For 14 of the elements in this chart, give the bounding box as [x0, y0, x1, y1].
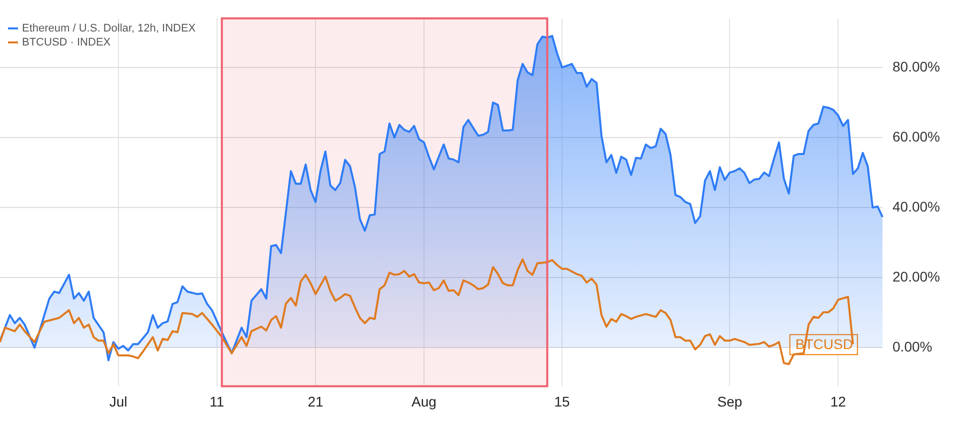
legend-label: Ethereum / U.S. Dollar, 12h, INDEX: [22, 22, 196, 34]
x-tick-label: Aug: [412, 393, 436, 410]
x-tick-label: 12: [830, 393, 846, 410]
x-tick-label: Jul: [109, 393, 128, 410]
y-tick-label: 80.00%: [892, 58, 940, 74]
y-tick-label: 20.00%: [892, 268, 940, 284]
y-tick-label: 40.00%: [892, 198, 940, 214]
y-tick-label: 0.00%: [892, 338, 932, 355]
x-tick-label: 11: [210, 393, 224, 410]
x-tick-label: 21: [308, 393, 324, 410]
legend-label: BTCUSD · INDEX: [22, 36, 112, 48]
y-tick-label: 60.00%: [892, 128, 940, 144]
x-tick-label: Sep: [717, 393, 742, 410]
x-tick-label: 15: [554, 393, 570, 410]
